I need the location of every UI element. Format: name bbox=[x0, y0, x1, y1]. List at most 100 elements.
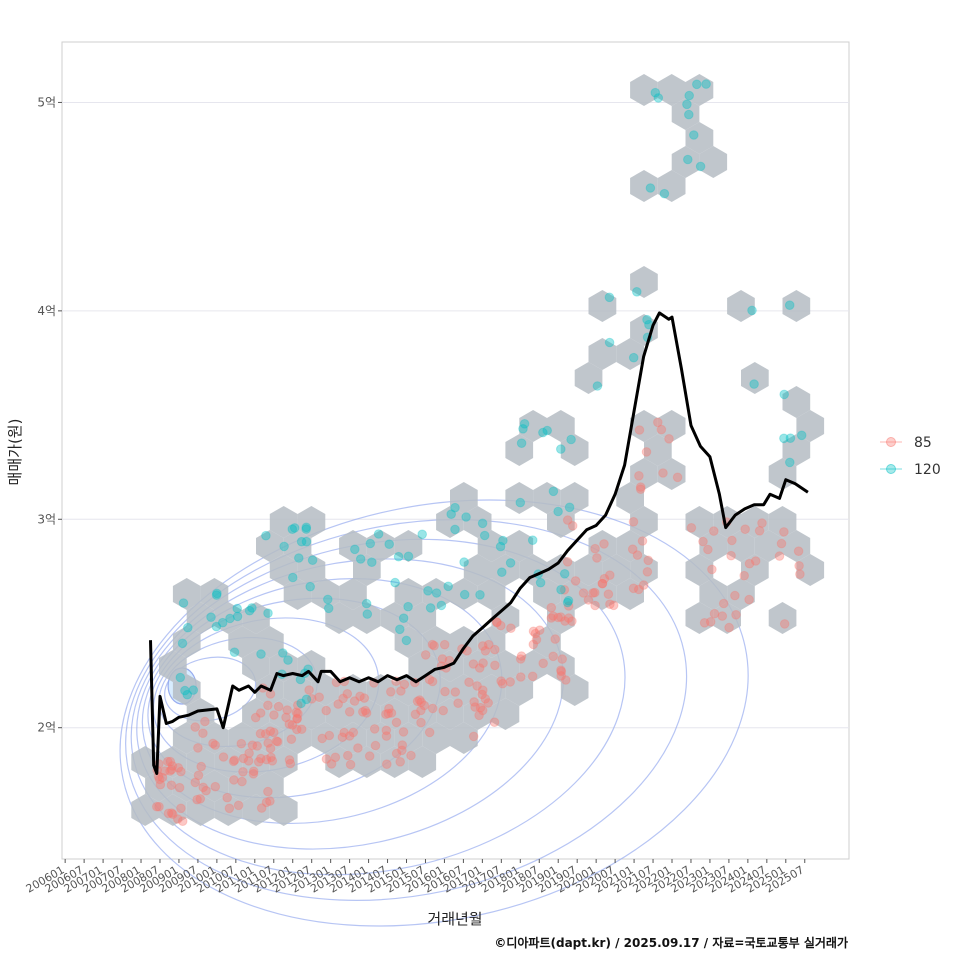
point-85 bbox=[281, 712, 291, 723]
point-85 bbox=[515, 654, 526, 664]
point-85 bbox=[269, 727, 279, 738]
point-120 bbox=[796, 430, 807, 441]
point-120 bbox=[393, 551, 404, 562]
y-tick-label: 2억 bbox=[37, 721, 56, 735]
point-85 bbox=[224, 803, 235, 814]
point-120 bbox=[548, 486, 559, 497]
point-85 bbox=[528, 626, 539, 637]
point-85 bbox=[154, 774, 165, 785]
point-85 bbox=[497, 678, 508, 689]
hexbin-cell bbox=[685, 74, 714, 106]
point-120 bbox=[505, 558, 516, 568]
point-85 bbox=[414, 695, 425, 705]
x-axis-title: 거래년월 bbox=[427, 910, 482, 928]
point-85 bbox=[416, 697, 427, 708]
point-85 bbox=[228, 756, 239, 767]
point-85 bbox=[247, 740, 258, 751]
hexbin-cell bbox=[242, 794, 270, 826]
point-85 bbox=[420, 650, 431, 660]
point-85 bbox=[627, 544, 638, 555]
hexbin-cell bbox=[463, 554, 492, 586]
point-85 bbox=[168, 809, 178, 820]
hexbin-cell bbox=[616, 338, 644, 370]
point-120 bbox=[563, 595, 574, 606]
hexbin-cell bbox=[339, 578, 367, 610]
hexbin-cell bbox=[380, 602, 409, 634]
y-tick-label: 4억 bbox=[37, 304, 56, 318]
point-85 bbox=[754, 526, 765, 536]
point-85 bbox=[396, 686, 406, 696]
hexbin-cell bbox=[242, 602, 270, 634]
point-120 bbox=[659, 188, 670, 199]
point-85 bbox=[237, 776, 247, 787]
point-85 bbox=[160, 766, 170, 776]
point-85 bbox=[424, 674, 435, 685]
point-120 bbox=[278, 648, 288, 658]
point-85 bbox=[397, 740, 408, 750]
caption: ©디아파트(dapt.kr) / 2025.09.17 / 자료=국토교통부 실… bbox=[494, 935, 848, 950]
point-85 bbox=[386, 708, 397, 718]
point-85 bbox=[739, 570, 750, 581]
point-120 bbox=[459, 589, 470, 600]
point-120 bbox=[450, 502, 460, 513]
point-85 bbox=[248, 769, 259, 779]
hexbin-cell bbox=[547, 554, 575, 586]
point-120 bbox=[390, 577, 400, 588]
hexbin-cell bbox=[242, 746, 270, 778]
hexbin-cell bbox=[491, 554, 520, 586]
point-120 bbox=[443, 581, 454, 592]
point-85 bbox=[556, 666, 567, 677]
point-120 bbox=[183, 622, 193, 633]
hexbin-cell bbox=[186, 602, 215, 634]
point-85 bbox=[198, 782, 208, 793]
hexbin-cell bbox=[186, 698, 215, 730]
hexbin-cell bbox=[560, 578, 589, 610]
point-85 bbox=[157, 772, 168, 783]
point-85 bbox=[563, 601, 574, 611]
point-120 bbox=[417, 529, 428, 540]
y-axis-ticks: 2억 3억 4억 5억 bbox=[37, 95, 62, 735]
point-85 bbox=[686, 523, 697, 533]
point-120 bbox=[604, 337, 615, 348]
point-85 bbox=[317, 733, 328, 744]
point-85 bbox=[370, 740, 381, 751]
point-85 bbox=[477, 705, 488, 716]
hexbin-cell bbox=[339, 530, 367, 562]
point-85 bbox=[321, 705, 332, 716]
y-tick-label: 3억 bbox=[37, 512, 56, 526]
hexbin-cell bbox=[408, 602, 437, 634]
point-120 bbox=[206, 612, 216, 623]
point-85 bbox=[590, 543, 600, 554]
point-120 bbox=[361, 598, 372, 609]
hexbin-cell bbox=[505, 434, 534, 466]
hexbin-cell bbox=[172, 626, 201, 658]
point-120 bbox=[229, 647, 240, 658]
point-85 bbox=[563, 613, 574, 623]
point-85 bbox=[560, 616, 570, 626]
hexbin-cell bbox=[547, 650, 575, 682]
point-85 bbox=[779, 619, 790, 629]
hexbin-cell bbox=[463, 698, 492, 730]
point-120 bbox=[367, 557, 377, 568]
point-85 bbox=[727, 535, 737, 546]
point-85 bbox=[256, 753, 266, 764]
point-85 bbox=[381, 709, 391, 720]
point-85 bbox=[307, 694, 317, 704]
point-85 bbox=[348, 727, 359, 738]
point-120 bbox=[566, 434, 576, 445]
point-85 bbox=[605, 599, 615, 610]
hexbin-cell bbox=[630, 314, 658, 346]
hexbin-cell bbox=[214, 602, 243, 634]
point-120 bbox=[436, 600, 447, 611]
point-85 bbox=[516, 672, 526, 682]
point-120 bbox=[423, 586, 433, 596]
hexbin-cell bbox=[782, 530, 811, 562]
point-85 bbox=[173, 814, 183, 824]
hexbin-cell bbox=[200, 722, 229, 754]
point-85 bbox=[590, 587, 600, 598]
hexbin-cell bbox=[353, 698, 381, 730]
point-120 bbox=[518, 424, 528, 434]
point-85 bbox=[382, 759, 392, 770]
point-85 bbox=[192, 794, 202, 805]
